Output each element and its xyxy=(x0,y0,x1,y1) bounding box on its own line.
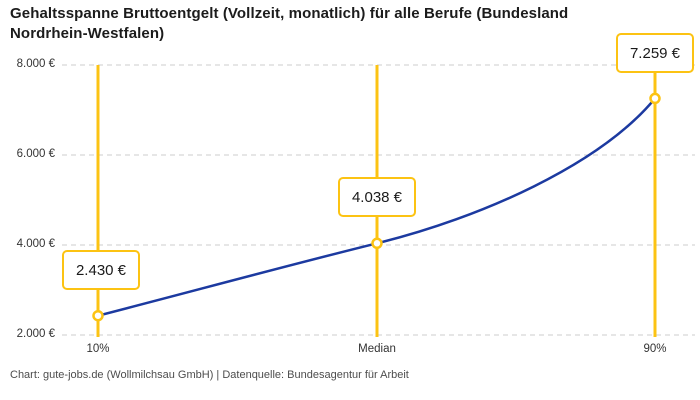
y-tick-8000: 8.000 € xyxy=(16,58,55,70)
source-attribution: Chart: gute-jobs.de (Wollmilchsau GmbH) … xyxy=(10,369,409,381)
data-point-marker-10[interactable] xyxy=(92,309,104,322)
x-tick-10: 10% xyxy=(86,343,110,355)
y-tick-6000: 6.000 € xyxy=(16,148,55,160)
data-point-marker-90[interactable] xyxy=(649,92,661,105)
x-tick-90: 90% xyxy=(643,343,667,355)
x-tick-median: Median xyxy=(358,343,396,355)
y-tick-4000: 4.000 € xyxy=(16,238,55,250)
data-point-markers xyxy=(92,92,661,322)
value-box-10: 2.430 € xyxy=(62,250,140,290)
value-box-median: 4.038 € xyxy=(338,177,416,217)
value-box-90: 7.259 € xyxy=(616,33,694,73)
chart-title: Gehaltsspanne Bruttoentgelt (Vollzeit, m… xyxy=(10,5,569,42)
data-point-marker-median[interactable] xyxy=(371,237,383,250)
y-tick-2000: 2.000 € xyxy=(16,328,55,340)
